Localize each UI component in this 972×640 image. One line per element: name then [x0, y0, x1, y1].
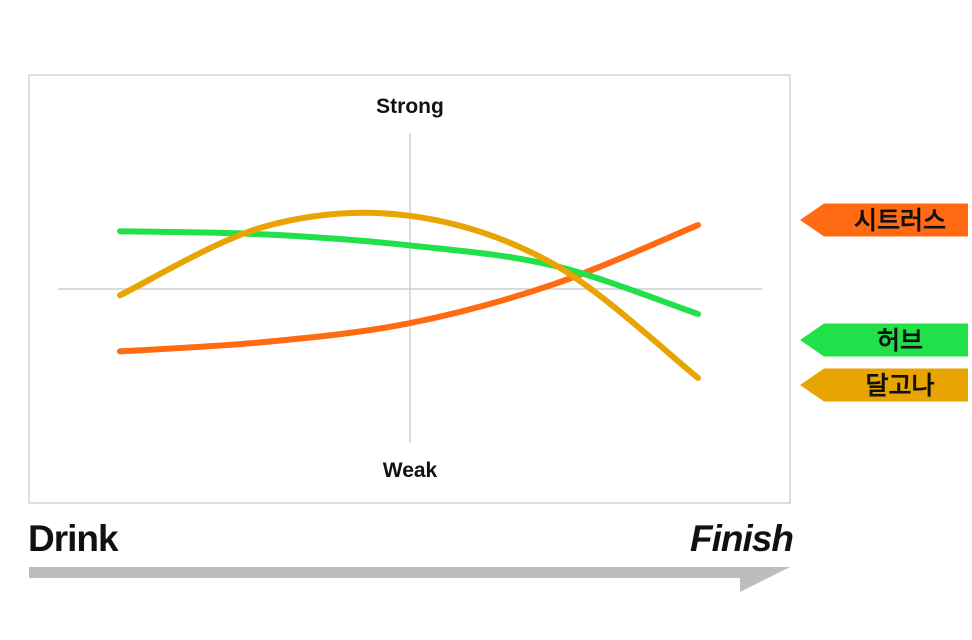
- series-layer: [117, 209, 701, 381]
- legend-tag-1: [800, 203, 968, 237]
- timeline-start-label: Drink: [28, 518, 119, 559]
- series-line-3: [117, 209, 701, 381]
- legend-tag-3: [800, 368, 968, 402]
- timeline-arrow: [29, 567, 790, 592]
- legend-label-1: 시트러스: [854, 206, 946, 235]
- timeline-end-label: Finish: [690, 518, 793, 559]
- series-line-1: [117, 222, 701, 355]
- legend-label-3: 달고나: [865, 371, 934, 400]
- series-line-2: [117, 228, 701, 317]
- axis-label-strong: Strong: [376, 95, 444, 118]
- axis-label-weak: Weak: [383, 459, 438, 482]
- legend-label-2: 허브: [877, 326, 923, 355]
- legend-tag-2: [800, 323, 968, 357]
